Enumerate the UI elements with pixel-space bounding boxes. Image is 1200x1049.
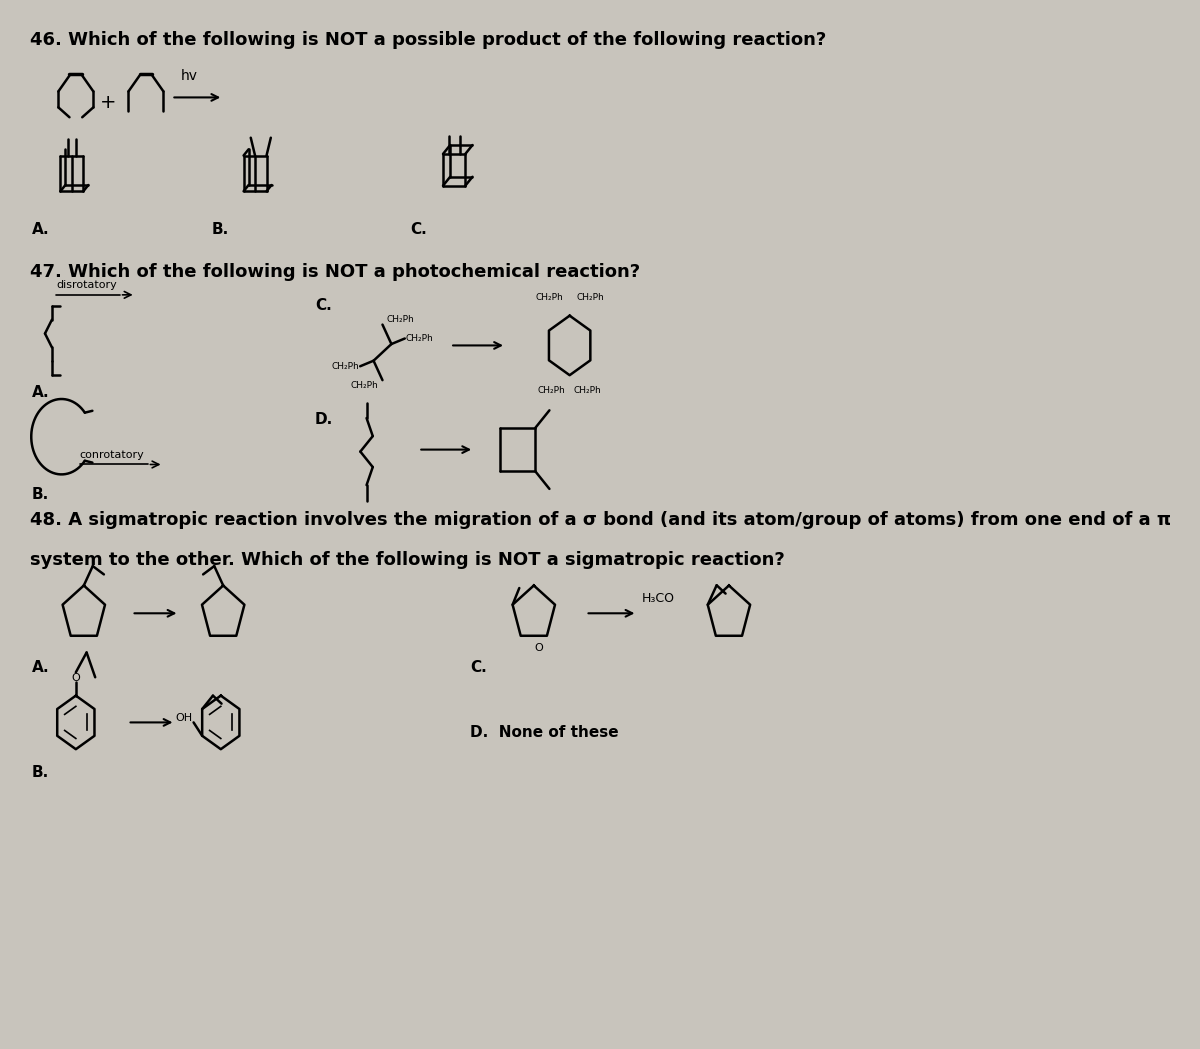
Text: O: O: [534, 643, 542, 652]
Text: system to the other. Which of the following is NOT a sigmatropic reaction?: system to the other. Which of the follow…: [30, 551, 785, 569]
Text: CH₂Ph: CH₂Ph: [535, 294, 563, 302]
Text: B.: B.: [211, 221, 228, 237]
Text: D.  None of these: D. None of these: [470, 725, 619, 740]
Text: C.: C.: [410, 221, 427, 237]
Text: disrotatory: disrotatory: [56, 280, 116, 290]
Text: C.: C.: [470, 661, 487, 676]
Text: CH₂Ph: CH₂Ph: [386, 315, 415, 323]
Text: 46. Which of the following is NOT a possible product of the following reaction?: 46. Which of the following is NOT a poss…: [30, 31, 826, 49]
Text: +: +: [100, 93, 116, 112]
Text: B.: B.: [32, 487, 49, 501]
Text: D.: D.: [314, 412, 334, 427]
Text: CH₂Ph: CH₂Ph: [576, 294, 604, 302]
Text: A.: A.: [32, 661, 49, 676]
Text: C.: C.: [314, 298, 331, 314]
Text: conrotatory: conrotatory: [80, 450, 144, 459]
Text: A.: A.: [32, 385, 49, 400]
Text: CH₂Ph: CH₂Ph: [350, 381, 378, 390]
Text: CH₂Ph: CH₂Ph: [406, 334, 433, 343]
Text: CH₂Ph: CH₂Ph: [574, 386, 601, 394]
Text: B.: B.: [32, 765, 49, 779]
Text: CH₂Ph: CH₂Ph: [538, 386, 565, 394]
Text: CH₂Ph: CH₂Ph: [331, 362, 359, 370]
Text: 47. Which of the following is NOT a photochemical reaction?: 47. Which of the following is NOT a phot…: [30, 263, 640, 281]
Text: OH: OH: [175, 713, 192, 724]
Text: A.: A.: [32, 221, 49, 237]
Text: 48. A sigmatropic reaction involves the migration of a σ bond (and its atom/grou: 48. A sigmatropic reaction involves the …: [30, 511, 1171, 529]
Text: H₃CO: H₃CO: [641, 592, 674, 605]
Text: O: O: [72, 673, 80, 683]
Text: hv: hv: [180, 68, 198, 83]
